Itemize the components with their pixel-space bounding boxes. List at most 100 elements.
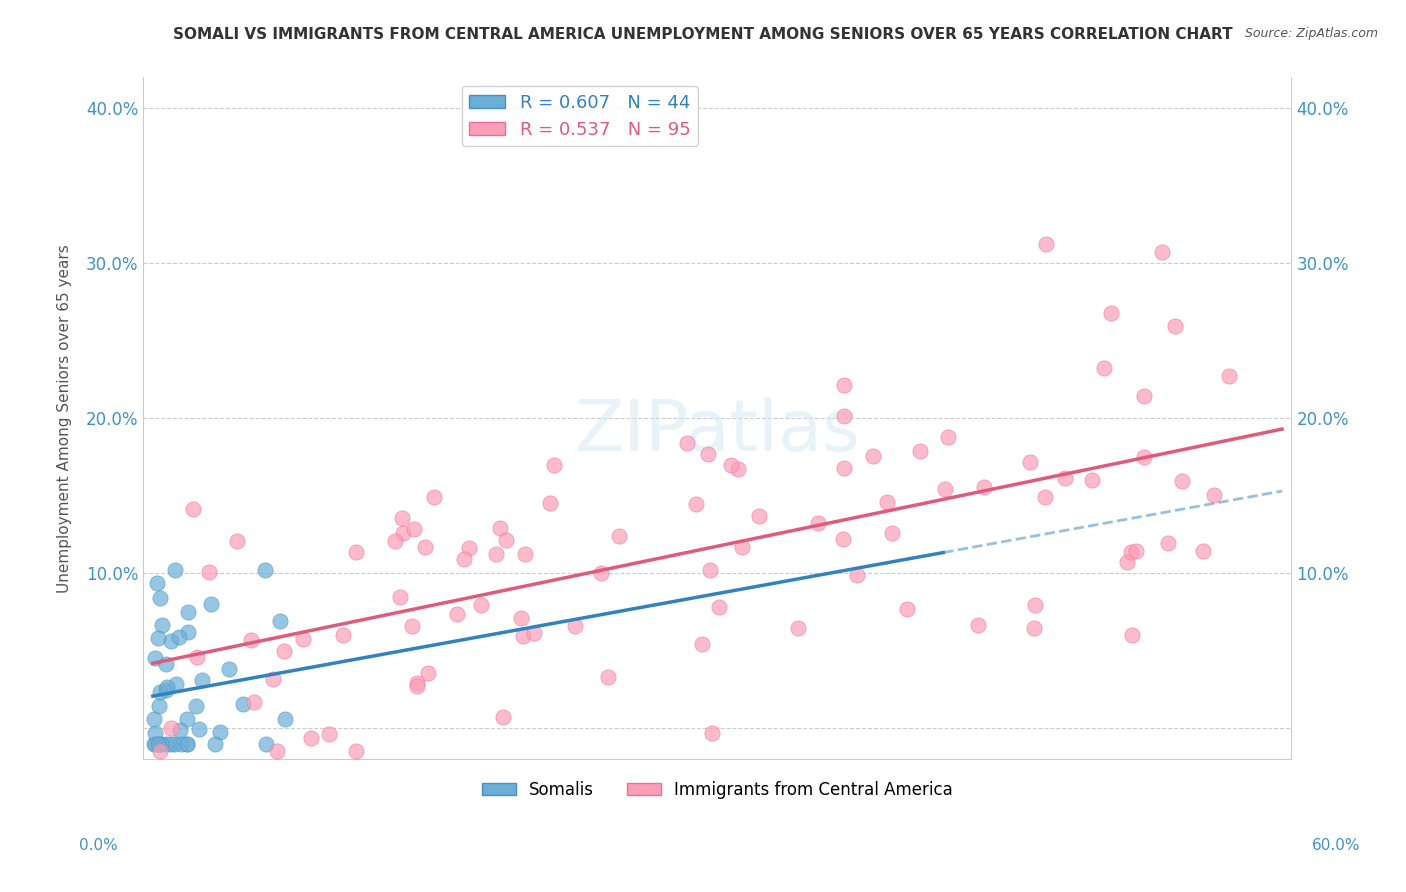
Point [200, 597, 222, 611]
Point [492, 709, 515, 723]
Point [163, 737, 186, 751]
Point [495, 533, 517, 548]
Point [218, 661, 240, 675]
Text: 0.0%: 0.0% [79, 838, 118, 854]
Point [564, 619, 586, 633]
Point [1152, 244, 1174, 259]
Point [846, 568, 869, 582]
Point [186, 699, 208, 714]
Point [700, 726, 723, 740]
Point [181, 502, 204, 516]
Point [1053, 470, 1076, 484]
Point [262, 672, 284, 686]
Point [384, 533, 406, 548]
Point [1081, 473, 1104, 487]
Point [243, 695, 266, 709]
Point [1033, 490, 1056, 504]
Y-axis label: Unemployment Among Seniors over 65 years: Unemployment Among Seniors over 65 years [58, 244, 72, 592]
Point [165, 677, 187, 691]
Point [832, 532, 855, 546]
Point [253, 563, 276, 577]
Point [299, 731, 322, 746]
Point [876, 495, 898, 509]
Point [748, 508, 770, 523]
Point [332, 628, 354, 642]
Point [318, 727, 340, 741]
Point [832, 378, 855, 392]
Point [910, 444, 932, 458]
Point [391, 525, 413, 540]
Point [727, 462, 749, 476]
Point [1099, 306, 1122, 320]
Point [1092, 360, 1115, 375]
Point [149, 591, 172, 605]
Point [148, 632, 170, 646]
Point [453, 552, 475, 566]
Point [446, 607, 468, 622]
Point [510, 611, 533, 625]
Point [1132, 450, 1154, 464]
Point [720, 458, 742, 473]
Point [862, 450, 884, 464]
Point [697, 447, 720, 461]
Point [676, 436, 699, 450]
Point [346, 744, 368, 758]
Point [936, 430, 959, 444]
Text: ZIPatlas: ZIPatlas [575, 397, 860, 467]
Point [1121, 628, 1143, 642]
Point [225, 534, 247, 549]
Point [401, 619, 423, 633]
Point [1024, 621, 1046, 635]
Point [690, 637, 713, 651]
Point [416, 665, 439, 680]
Point [273, 644, 295, 658]
Point [1202, 488, 1225, 502]
Point [966, 618, 988, 632]
Point [598, 670, 620, 684]
Point [882, 526, 904, 541]
Point [1019, 454, 1042, 468]
Point [146, 737, 169, 751]
Point [160, 721, 183, 735]
Point [145, 575, 167, 590]
Point [406, 676, 429, 690]
Point [149, 744, 172, 758]
Point [832, 460, 855, 475]
Point [269, 615, 291, 629]
Point [232, 697, 254, 711]
Point [470, 599, 492, 613]
Point [1035, 236, 1057, 251]
Point [413, 540, 436, 554]
Point [423, 490, 446, 504]
Point [177, 625, 200, 640]
Point [170, 737, 193, 751]
Point [1218, 369, 1240, 384]
Point [1192, 544, 1215, 558]
Point [143, 737, 166, 751]
Point [1171, 475, 1194, 489]
Legend: Somalis, Immigrants from Central America: Somalis, Immigrants from Central America [475, 774, 959, 805]
Point [143, 651, 166, 665]
Point [167, 630, 190, 644]
Point [209, 725, 232, 739]
Point [273, 712, 295, 726]
Point [198, 565, 221, 579]
Point [155, 683, 177, 698]
Point [155, 737, 177, 751]
Point [707, 600, 730, 615]
Point [254, 737, 277, 751]
Text: 60.0%: 60.0% [1312, 838, 1360, 854]
Text: Source: ZipAtlas.com: Source: ZipAtlas.com [1244, 27, 1378, 40]
Point [1133, 389, 1156, 403]
Point [159, 634, 181, 648]
Point [523, 625, 546, 640]
Point [1156, 535, 1178, 549]
Point [149, 737, 172, 751]
Point [730, 540, 752, 554]
Point [389, 591, 412, 605]
Point [150, 617, 173, 632]
Point [934, 482, 956, 496]
Point [896, 602, 918, 616]
Point [786, 621, 808, 635]
Point [142, 737, 165, 751]
